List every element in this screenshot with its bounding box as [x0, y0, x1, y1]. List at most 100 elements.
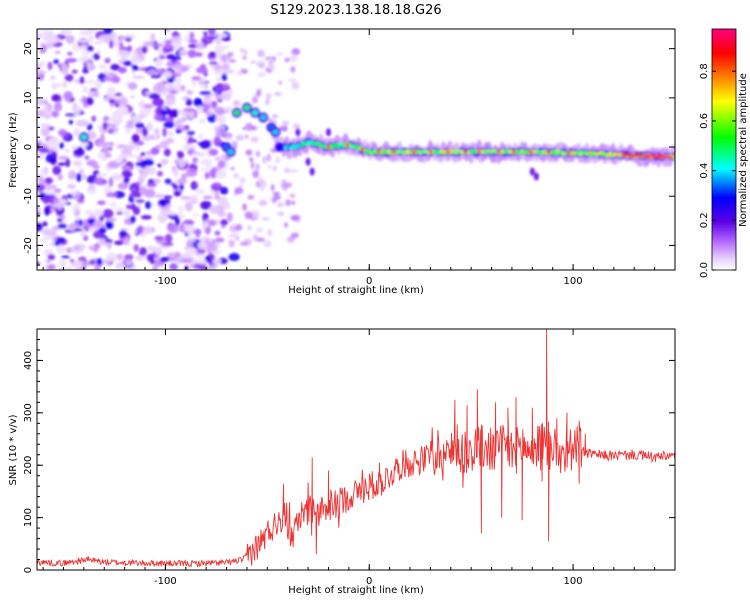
spectrogram-noise-blob — [153, 113, 164, 122]
spectrogram-noise-blob — [110, 63, 121, 71]
spectrogram-noise-blob — [187, 39, 199, 43]
spectrogram-noise-blob — [65, 34, 75, 44]
spectrogram-noise-blob — [265, 93, 272, 99]
spectrogram-noise-blob — [213, 136, 222, 147]
spectrogram-noise-blob — [83, 103, 89, 108]
spectrogram-noise-blob — [271, 114, 279, 118]
spectrogram-noise-blob — [193, 259, 203, 264]
spectrogram-noise-blob — [53, 192, 61, 196]
spectrogram-noise-blob — [63, 90, 73, 101]
spectrogram-noise-blob — [218, 33, 228, 38]
spectrogram-noise-blob — [64, 74, 74, 82]
spectrogram-noise-blob — [165, 98, 176, 107]
spectrogram-noise-blob — [235, 134, 245, 141]
spectrogram-noise-blob — [102, 208, 114, 219]
spectrogram-noise-blob — [266, 153, 272, 162]
spectrogram-xlabel: Height of straight line (km) — [288, 285, 424, 296]
spectrogram-noise-blob — [43, 166, 49, 174]
spectrogram-noise-blob — [198, 133, 203, 140]
spectrogram-noise-blob — [96, 49, 101, 55]
spectrogram-noise-blob — [195, 66, 208, 74]
spectrogram-noise-blob — [295, 232, 299, 238]
spectrogram-noise-blob — [37, 142, 40, 151]
spectrogram-noise-blob — [79, 168, 84, 175]
spectrogram-noise-blob — [102, 97, 109, 103]
spectrogram-noise-blob — [73, 228, 83, 232]
spectrogram-noise-blob — [188, 237, 197, 243]
spectrogram-noise-blob — [239, 176, 246, 184]
spectrogram-noise-blob — [216, 82, 224, 89]
spectrogram-noise-blob — [57, 218, 63, 223]
spectrogram-noise-blob — [70, 189, 77, 197]
spectrogram-noise-blob — [263, 240, 272, 248]
spectrogram-noise-blob — [57, 237, 66, 244]
spectrogram-noise-blob — [258, 64, 265, 68]
spectrogram-noise-blob — [179, 85, 186, 92]
spectrogram-noise-blob — [206, 163, 213, 168]
spectrogram-noise-blob — [257, 49, 265, 58]
spectrogram-noise-blob — [281, 120, 290, 126]
spectrogram-noise-blob — [273, 91, 282, 97]
spectrogram-noise-blob — [197, 241, 208, 250]
spectrogram-feature — [260, 115, 267, 121]
spectrogram-noise-blob — [165, 137, 175, 144]
spectrogram-noise-blob — [47, 254, 56, 261]
spectrogram-noise-blob — [169, 263, 178, 270]
spectrogram-noise-blob — [250, 161, 255, 170]
spectrogram-noise-blob — [146, 182, 157, 188]
spectrogram-noise-blob — [172, 167, 179, 177]
spectrogram-noise-blob — [120, 35, 127, 41]
spectrogram-noise-blob — [94, 177, 106, 185]
spectrogram-noise-blob — [135, 128, 144, 134]
spectrogram-noise-blob — [175, 129, 182, 134]
spectrogram-noise-blob — [234, 187, 244, 195]
spectrogram-noise-blob — [37, 222, 43, 232]
spectrogram-noise-blob — [80, 141, 89, 148]
spectrogram-noise-blob — [82, 85, 89, 93]
colorbar-tick-label: 0.0 — [699, 262, 710, 278]
spectrogram-noise-blob — [200, 158, 212, 166]
spectrogram-noise-blob — [92, 164, 100, 170]
spectrogram-noise-blob — [268, 63, 276, 71]
spectrogram-noise-blob — [163, 195, 173, 199]
spectrogram-noise-blob — [135, 255, 144, 261]
spectrogram-noise-blob — [226, 67, 232, 74]
spectrogram-noise-blob — [119, 42, 124, 52]
spectrogram-noise-blob — [56, 204, 63, 210]
spectrogram-noise-blob — [200, 200, 212, 210]
spectrogram-noise-blob — [80, 262, 92, 266]
spectrogram-peak-dot — [429, 150, 434, 154]
spectrogram-feature — [309, 167, 315, 176]
spectrogram-noise-blob — [145, 201, 152, 209]
spectrogram-noise-blob — [105, 217, 117, 223]
spectrogram-noise-blob — [141, 45, 148, 54]
spectrogram-noise-blob — [137, 225, 144, 235]
y-tick-label: 400 — [23, 351, 34, 370]
colorbar-tick-label: 0.2 — [699, 212, 710, 228]
spectrogram-noise-blob — [40, 127, 50, 137]
spectrogram-noise-blob — [59, 214, 66, 219]
spectrogram-noise-blob — [205, 110, 214, 117]
spectrogram-noise-blob — [108, 128, 116, 133]
spectrogram-noise-blob — [51, 94, 61, 102]
spectrogram-noise-blob — [256, 89, 262, 97]
spectrogram-noise-blob — [131, 114, 138, 119]
spectrogram-noise-blob — [238, 184, 244, 188]
spectrogram-noise-blob — [230, 166, 236, 171]
spectrogram-noise-blob — [67, 170, 77, 180]
spectrogram-noise-blob — [65, 158, 71, 168]
spectrogram-noise-blob — [149, 133, 158, 137]
spectrogram-noise-blob — [117, 182, 129, 190]
spectrogram-noise-blob — [71, 69, 78, 74]
spectrogram-noise-blob — [275, 156, 281, 164]
spectrogram-noise-blob — [124, 254, 134, 261]
spectrogram-noise-blob — [37, 70, 47, 75]
spectrogram-noise-blob — [157, 163, 162, 168]
spectrogram-noise-blob — [162, 44, 174, 50]
spectrogram-noise-blob — [134, 122, 145, 129]
spectrogram-noise-blob — [98, 227, 107, 234]
spectrogram-noise-blob — [166, 252, 177, 257]
colorbar-tick-label: 0.4 — [699, 163, 710, 179]
